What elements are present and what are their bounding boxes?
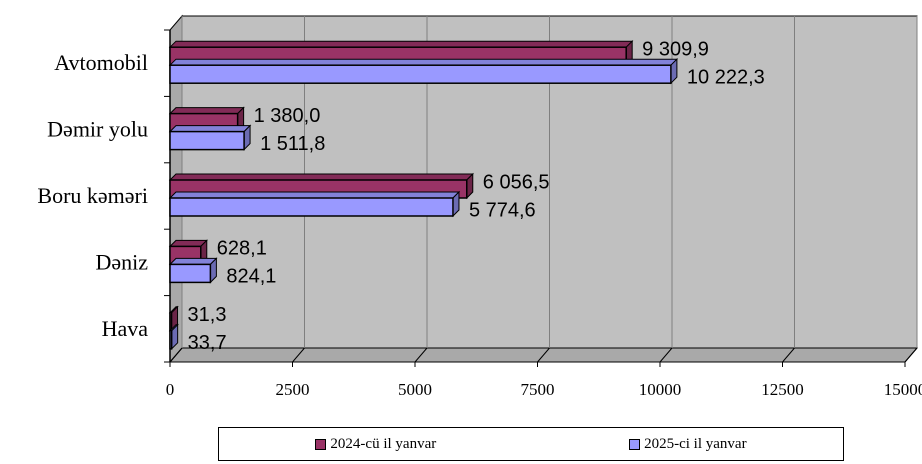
- floor-gridline: [659, 347, 673, 363]
- x-tick-label: 0: [166, 380, 175, 399]
- bar-top: [168, 257, 218, 265]
- data-label: 5 774,6: [469, 199, 536, 221]
- floor-gridline: [169, 347, 183, 363]
- legend-label-2024: 2024-cü il yanvar: [330, 435, 437, 452]
- floor-gridline: [782, 347, 795, 363]
- data-label: 6 056,5: [483, 171, 550, 193]
- floor-gridline: [292, 347, 305, 363]
- x-tick-label: 10000: [639, 380, 682, 399]
- data-label: 628,1: [217, 238, 267, 260]
- bar-top: [168, 58, 679, 66]
- bar: [169, 330, 173, 350]
- data-label: 31,3: [188, 304, 227, 326]
- legend: 2024-cü il yanvar 2025-ci il yanvar: [218, 427, 844, 461]
- legend-item-2024: 2024-cü il yanvar: [315, 436, 436, 453]
- data-label: 824,1: [226, 266, 276, 288]
- bar: [169, 64, 672, 84]
- bar-top: [168, 40, 634, 48]
- bar: [169, 263, 212, 284]
- x-tick-label: 7500: [521, 380, 555, 399]
- bar-top: [168, 125, 252, 133]
- data-label: 33,7: [188, 332, 227, 354]
- category-label: Dəniz: [95, 249, 148, 274]
- bar: [169, 130, 245, 151]
- data-label: 9 309,9: [642, 38, 709, 60]
- category-label: Dəmir yolu: [47, 117, 148, 142]
- floor-gridline: [414, 347, 428, 363]
- floor-gridline: [904, 347, 918, 363]
- legend-swatch-2025: [629, 438, 641, 450]
- bar: [169, 312, 173, 332]
- data-label: 1 511,8: [260, 133, 325, 155]
- legend-item-2025: 2025-ci il yanvar: [629, 435, 747, 453]
- legend-label-2025: 2025-ci il yanvar: [644, 435, 747, 452]
- x-tick-label: 12500: [761, 380, 804, 399]
- x-tick-label: 15000: [884, 380, 922, 399]
- bar-top: [168, 173, 474, 181]
- data-label: 10 222,3: [687, 66, 765, 88]
- x-tick-label: 2500: [276, 380, 310, 399]
- category-label: Avtomobil: [54, 50, 148, 75]
- legend-swatch-2024: [315, 438, 327, 450]
- bar-top: [168, 107, 245, 115]
- category-label: Boru kəməri: [37, 183, 148, 208]
- floor-gridline: [537, 347, 550, 363]
- data-label: 1 380,0: [254, 105, 321, 127]
- bar-top: [168, 191, 461, 199]
- category-label: Hava: [102, 316, 149, 341]
- bar: [169, 197, 454, 217]
- x-tick-label: 5000: [398, 380, 432, 399]
